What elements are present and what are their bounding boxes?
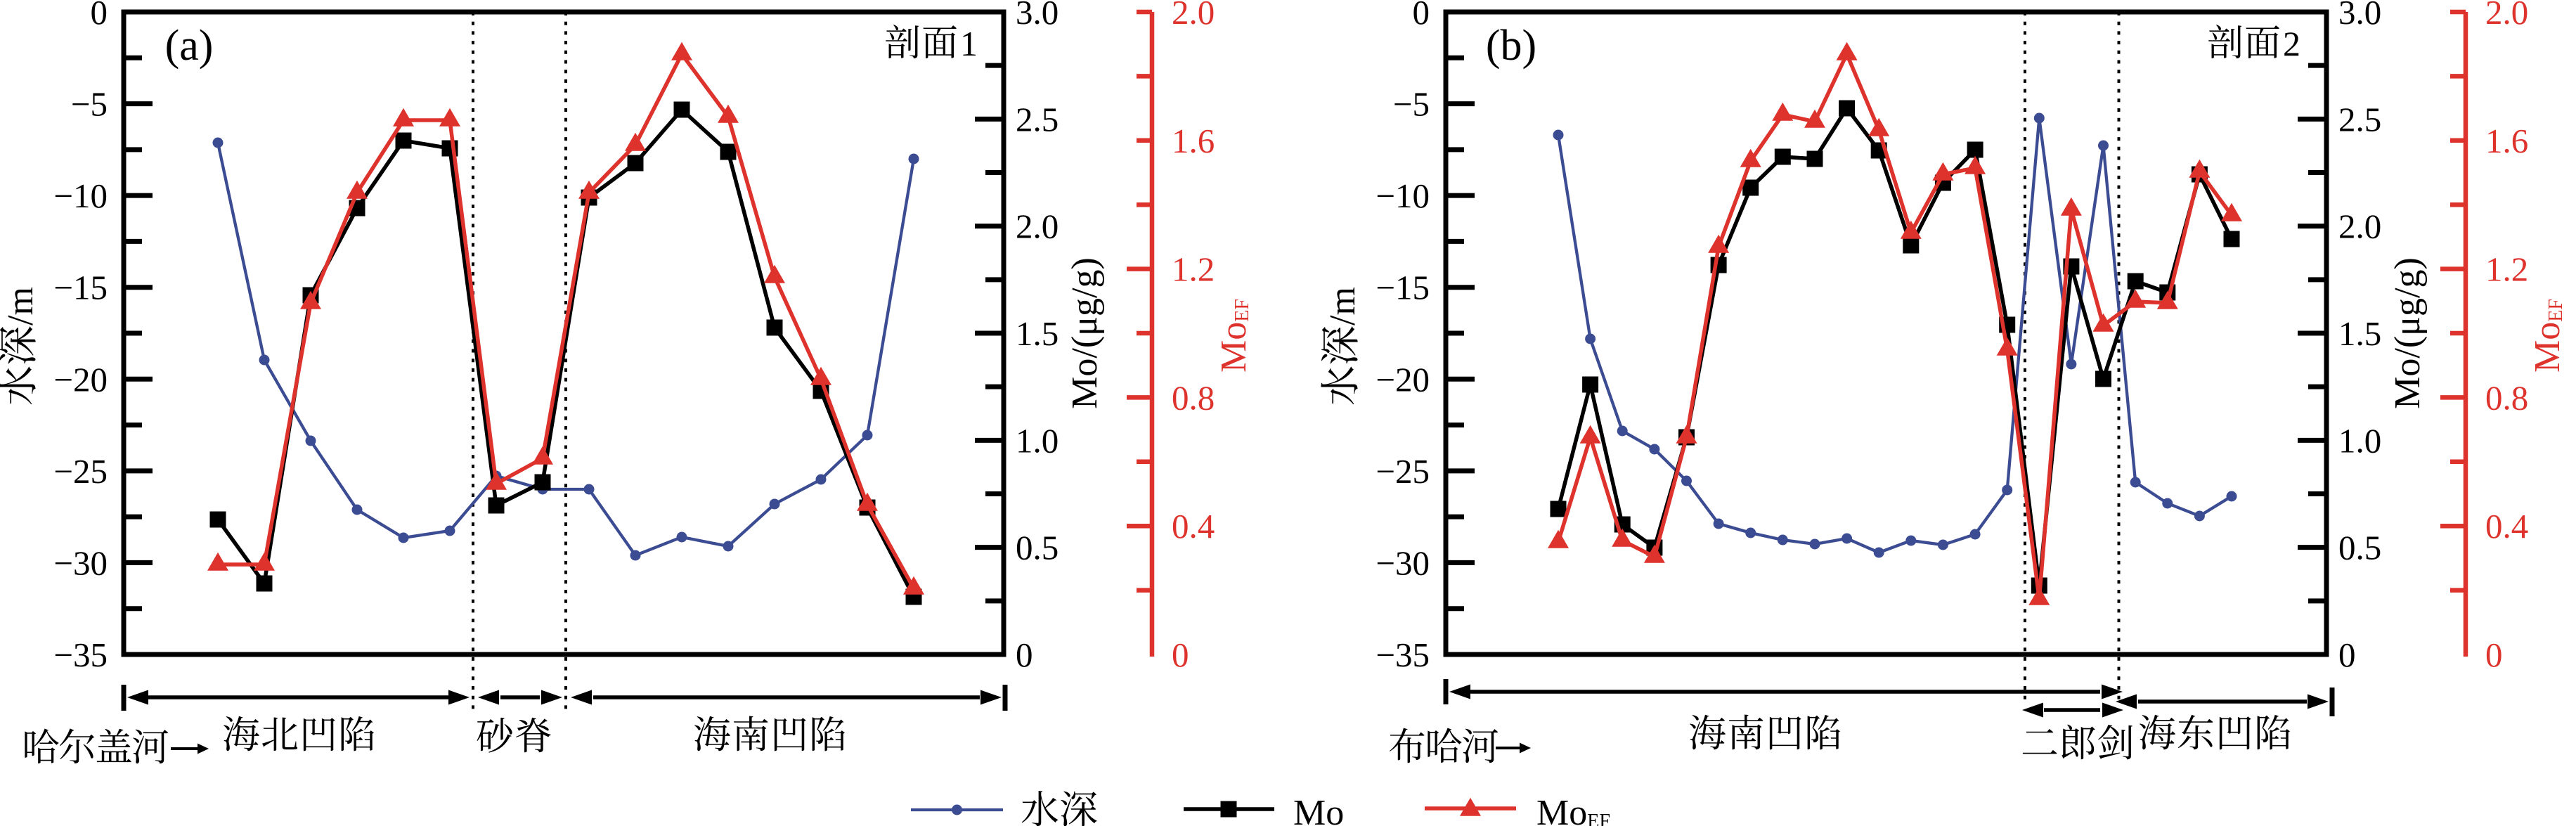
svg-text:Mo/(μg/g): Mo/(μg/g) xyxy=(1065,257,1105,409)
svg-text:−30: −30 xyxy=(53,543,108,582)
svg-text:1.6: 1.6 xyxy=(2485,122,2528,160)
svg-text:1.5: 1.5 xyxy=(2338,314,2381,353)
svg-text:/m: /m xyxy=(1323,287,1363,325)
svg-text:−10: −10 xyxy=(53,176,108,215)
svg-text:0.8: 0.8 xyxy=(2485,378,2528,417)
svg-text:−20: −20 xyxy=(1376,360,1430,399)
svg-text:(b): (b) xyxy=(1486,22,1536,70)
svg-text:0.5: 0.5 xyxy=(1016,529,1059,567)
svg-text:0: 0 xyxy=(91,0,108,32)
svg-text:−10: −10 xyxy=(1376,176,1430,215)
svg-text:1.2: 1.2 xyxy=(2485,250,2528,289)
svg-text:2.0: 2.0 xyxy=(2485,0,2528,32)
svg-text:Mo/(μg/g): Mo/(μg/g) xyxy=(2388,257,2428,409)
svg-text:2.0: 2.0 xyxy=(2338,207,2381,246)
svg-text:3.0: 3.0 xyxy=(2338,0,2381,32)
svg-text:2.0: 2.0 xyxy=(1172,0,1215,32)
svg-text:−5: −5 xyxy=(1393,85,1430,124)
svg-text:2.5: 2.5 xyxy=(1016,100,1059,138)
svg-text:−20: −20 xyxy=(53,360,108,399)
svg-text:2.5: 2.5 xyxy=(2338,100,2381,138)
svg-text:1.5: 1.5 xyxy=(1016,314,1059,353)
svg-text:−35: −35 xyxy=(1376,635,1430,674)
svg-text:1.0: 1.0 xyxy=(2338,421,2381,460)
svg-text:1: 1 xyxy=(960,24,978,63)
svg-text:−35: −35 xyxy=(53,635,108,674)
svg-text:(a): (a) xyxy=(165,22,214,70)
svg-text:0: 0 xyxy=(1413,0,1430,32)
svg-text:0: 0 xyxy=(2338,635,2356,674)
svg-text:0: 0 xyxy=(1016,635,1033,674)
svg-text:Mo: Mo xyxy=(1293,793,1344,826)
svg-text:0.4: 0.4 xyxy=(1172,507,1215,546)
svg-text:/m: /m xyxy=(1,287,41,325)
svg-text:1.0: 1.0 xyxy=(1016,421,1059,460)
svg-text:0: 0 xyxy=(2485,635,2503,674)
svg-text:0.5: 0.5 xyxy=(2338,529,2381,567)
svg-text:1.2: 1.2 xyxy=(1172,250,1215,289)
svg-text:2.0: 2.0 xyxy=(1016,207,1059,246)
svg-text:−15: −15 xyxy=(53,269,108,307)
svg-text:0: 0 xyxy=(1172,635,1189,674)
svg-text:−25: −25 xyxy=(53,452,108,491)
svg-text:0.8: 0.8 xyxy=(1172,378,1215,417)
svg-text:−5: −5 xyxy=(71,85,108,124)
svg-text:−25: −25 xyxy=(1376,452,1430,491)
svg-text:3.0: 3.0 xyxy=(1016,0,1059,32)
svg-text:2: 2 xyxy=(2283,24,2300,63)
svg-text:−30: −30 xyxy=(1376,543,1430,582)
svg-text:−15: −15 xyxy=(1376,269,1430,307)
svg-text:1.6: 1.6 xyxy=(1172,122,1215,160)
svg-text:0.4: 0.4 xyxy=(2485,507,2528,546)
